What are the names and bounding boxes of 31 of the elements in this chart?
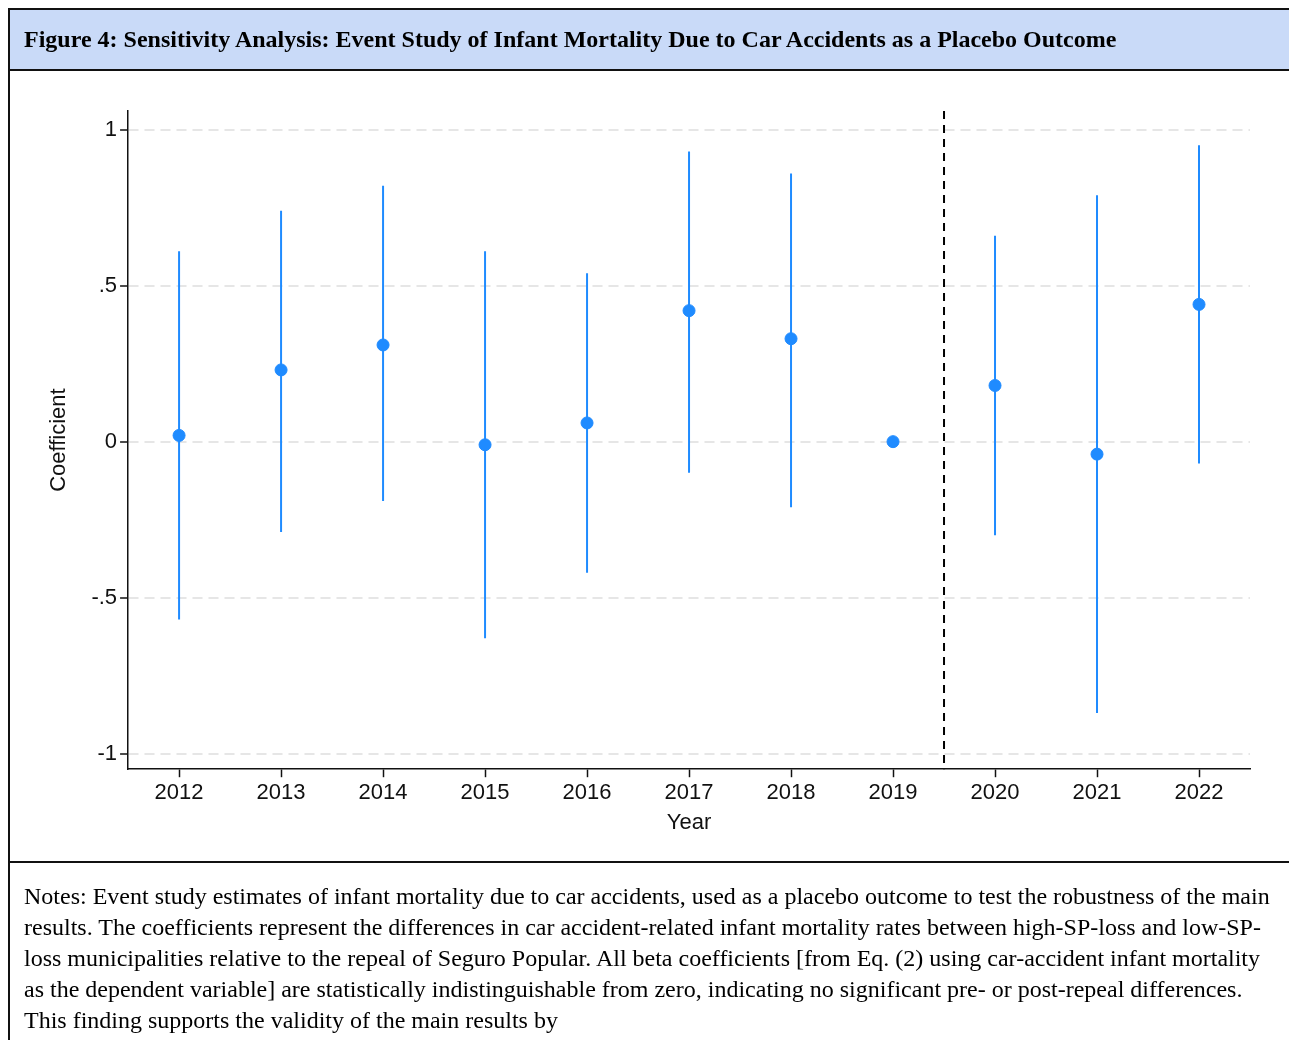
y-tick-label: 0 <box>104 427 118 453</box>
point <box>988 379 1002 393</box>
x-tick-label: 2018 <box>766 779 816 805</box>
x-tick-label: 2014 <box>358 779 408 805</box>
point <box>376 338 390 352</box>
point <box>784 332 798 346</box>
x-tick-label: 2020 <box>970 779 1020 805</box>
y-tick-label: -1 <box>97 739 118 765</box>
y-tick-label: .5 <box>98 271 118 297</box>
y-axis-title: Coefficient <box>45 388 71 492</box>
point <box>1090 447 1104 461</box>
x-tick-label: 2022 <box>1174 779 1224 805</box>
x-tick-label: 2021 <box>1072 779 1122 805</box>
y-tick-label: 1 <box>104 115 118 141</box>
x-axis-title: Year <box>666 808 712 834</box>
point <box>172 428 186 442</box>
point <box>1192 297 1206 311</box>
x-tick-label: 2013 <box>256 779 306 805</box>
point <box>886 435 900 449</box>
point <box>580 416 594 430</box>
x-tick-label: 2012 <box>154 779 204 805</box>
y-tick-label: -.5 <box>91 583 118 609</box>
point <box>682 304 696 318</box>
x-tick-label: 2015 <box>460 779 510 805</box>
point <box>274 363 288 377</box>
x-tick-label: 2017 <box>664 779 714 805</box>
chart-title: Figure 4: Sensitivity Analysis: Event Study of Infant Mortality Due to Car Accidents as a Placebo Outcome <box>10 10 1289 71</box>
x-tick-label: 2016 <box>562 779 612 805</box>
x-tick-label: 2019 <box>868 779 918 805</box>
text: Notes: Event study estimates of infant mortality due to car accidents, used as a placebo outcome to test the robustness of the main results. The coefficients represent the differences in car accident-related infant mortality rates between high-SP-loss and low-SP-loss municipalities relative to the repeal of Seguro Popular. All beta coefficients [from Eq. (2) using car-accident infant mortality as the dependent variable] are statistically indistinguishable from zero, indicating no significant pre- or post-repeal differences. This finding supports the validity of the main results by <box>23 882 1271 1035</box>
point <box>478 438 492 452</box>
